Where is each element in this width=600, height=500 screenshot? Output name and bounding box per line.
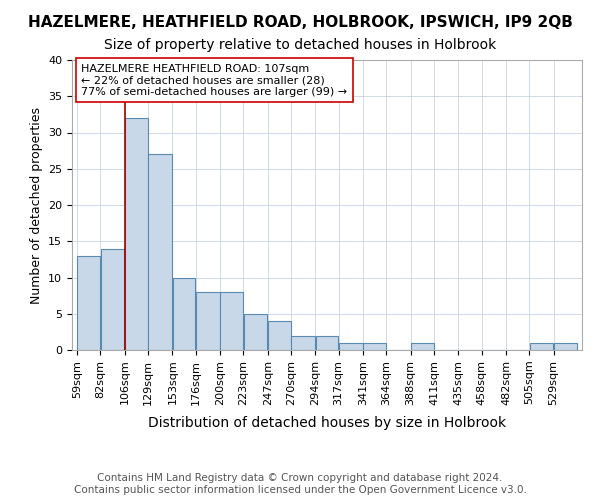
Bar	[173, 278, 196, 350]
Bar	[196, 292, 220, 350]
Bar	[291, 336, 315, 350]
Text: Contains HM Land Registry data © Crown copyright and database right 2024.
Contai: Contains HM Land Registry data © Crown c…	[74, 474, 526, 495]
Text: HAZELMERE HEATHFIELD ROAD: 107sqm
← 22% of detached houses are smaller (28)
77% : HAZELMERE HEATHFIELD ROAD: 107sqm ← 22% …	[81, 64, 347, 97]
Y-axis label: Number of detached properties: Number of detached properties	[29, 106, 43, 304]
Bar	[101, 248, 124, 350]
Text: HAZELMERE, HEATHFIELD ROAD, HOLBROOK, IPSWICH, IP9 2QB: HAZELMERE, HEATHFIELD ROAD, HOLBROOK, IP…	[28, 15, 572, 30]
Text: Size of property relative to detached houses in Holbrook: Size of property relative to detached ho…	[104, 38, 496, 52]
Bar	[411, 343, 434, 350]
Bar	[339, 343, 363, 350]
X-axis label: Distribution of detached houses by size in Holbrook: Distribution of detached houses by size …	[148, 416, 506, 430]
Bar	[268, 321, 291, 350]
Bar	[530, 343, 553, 350]
Bar	[148, 154, 172, 350]
Bar	[554, 343, 577, 350]
Bar	[77, 256, 100, 350]
Bar	[363, 343, 386, 350]
Bar	[220, 292, 243, 350]
Bar	[244, 314, 268, 350]
Bar	[316, 336, 338, 350]
Bar	[125, 118, 148, 350]
